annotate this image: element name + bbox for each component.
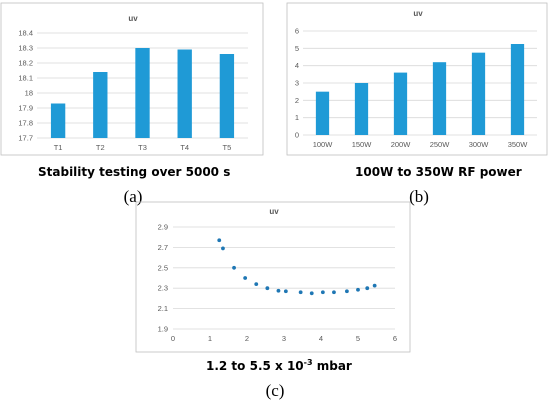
c-x-tick-label: 4: [319, 334, 323, 343]
c-point-1: [221, 246, 225, 251]
chart-b-title: uv: [413, 9, 423, 18]
chart-c-caption: 1.2 to 5.5 x 10-3 mbar: [206, 358, 352, 373]
chart-a-title: uv: [128, 14, 138, 23]
b-x-tick-label: 150W: [352, 140, 373, 149]
chart-a-frame: [0, 2, 264, 156]
b-bar-200w: [393, 72, 408, 135]
chart-b-bars: [315, 44, 525, 136]
b-bar-350w: [510, 44, 525, 135]
a-y-tick-label: 18.1: [18, 74, 33, 83]
chart-c-frame: [135, 201, 411, 353]
c-x-tick-label: 6: [393, 334, 397, 343]
b-y-tick-label: 3: [295, 79, 299, 88]
c-y-tick-label: 1.9: [158, 325, 168, 334]
c-x-tick-label: 3: [282, 334, 286, 343]
a-bar-t2: [93, 72, 108, 138]
b-y-tick-label: 4: [295, 61, 299, 70]
chart-c: uv 1.9 2.1 2.3 2.5 2.7 2.9 0 1 2 3 4 5 6: [135, 201, 411, 353]
b-bar-100w: [315, 91, 330, 135]
c-point-2: [232, 265, 236, 270]
a-bar-t1: [50, 103, 66, 138]
b-bar-300w: [471, 52, 486, 135]
b-y-tick-label: 2: [295, 96, 299, 105]
b-x-tick-label: 350W: [508, 140, 529, 149]
b-y-tick-label: 5: [295, 44, 299, 53]
a-x-tick-label: T1: [54, 143, 63, 152]
chart-b-panel-label: (b): [409, 187, 429, 206]
chart-b: uv 0 1 2 3 4 5 6 100W 150W 200W 250W 300W 350W: [286, 2, 548, 156]
chart-b-gridlines: [303, 30, 537, 136]
c-point-5: [265, 286, 270, 291]
a-y-tick-label: 18.2: [18, 59, 33, 68]
chart-a-x-ticks: T1 T2 T3 T4 T5: [54, 143, 232, 152]
chart-a-gridlines: [37, 32, 248, 139]
chart-a-caption: Stability testing over 5000 s: [38, 165, 230, 179]
chart-b-caption: 100W to 350W RF power: [355, 165, 522, 179]
chart-b-y-ticks: 0 1 2 3 4 5 6: [295, 27, 299, 140]
c-x-tick-label: 2: [245, 334, 249, 343]
b-bar-150w: [354, 83, 369, 135]
chart-a-panel-label: (a): [124, 187, 143, 206]
a-bar-t4: [177, 49, 192, 138]
c-point-4: [254, 282, 259, 287]
b-x-tick-label: 300W: [469, 140, 490, 149]
a-x-tick-label: T4: [180, 143, 189, 152]
c-point-0: [217, 238, 222, 243]
c-x-tick-label: 0: [171, 334, 175, 343]
a-bar-t5: [219, 54, 235, 138]
c-point-11: [332, 290, 336, 295]
chart-c-points: [217, 238, 377, 296]
chart-c-panel-label: (c): [266, 381, 285, 400]
c-point-8: [298, 290, 303, 295]
chart-c-caption-tail: mbar: [313, 359, 352, 373]
b-y-tick-label: 0: [295, 131, 299, 140]
c-point-13: [356, 287, 360, 292]
c-y-tick-label: 2.1: [158, 304, 168, 313]
chart-a: uv 17.7 17.8 17.9 18 18.1 18.2 18.3 18.4 T1 T2 T3…: [0, 2, 264, 156]
a-y-tick-label: 17.7: [18, 134, 33, 143]
a-x-tick-label: T3: [138, 143, 147, 152]
c-point-9: [309, 291, 314, 296]
b-bar-250w: [432, 62, 447, 136]
b-x-tick-label: 100W: [313, 140, 334, 149]
b-y-tick-label: 1: [295, 113, 299, 122]
c-point-15: [372, 283, 377, 288]
c-x-tick-label: 1: [208, 334, 212, 343]
c-point-3: [243, 276, 248, 280]
chart-a-bars: [50, 48, 235, 138]
c-x-tick-label: 5: [356, 334, 360, 343]
a-x-tick-label: T2: [96, 143, 105, 152]
c-y-tick-label: 2.3: [158, 284, 168, 293]
chart-b-frame: [286, 2, 548, 156]
c-point-7: [283, 289, 288, 294]
c-y-tick-label: 2.7: [158, 243, 168, 252]
c-point-12: [345, 289, 349, 294]
chart-c-y-ticks: 1.9 2.1 2.3 2.5 2.7 2.9: [158, 223, 168, 334]
a-x-tick-label: T5: [223, 143, 232, 152]
b-x-tick-label: 200W: [391, 140, 412, 149]
chart-b-x-ticks: 100W 150W 200W 250W 300W 350W: [313, 140, 529, 149]
c-point-14: [365, 286, 370, 291]
chart-c-caption-sup: -3: [304, 358, 313, 367]
a-y-tick-label: 18: [25, 89, 33, 98]
chart-c-gridlines: [173, 226, 395, 330]
chart-a-y-ticks: 17.7 17.8 17.9 18 18.1 18.2 18.3 18.4: [18, 29, 33, 143]
a-y-tick-label: 18.3: [18, 44, 33, 53]
b-x-tick-label: 250W: [430, 140, 451, 149]
a-y-tick-label: 17.8: [18, 119, 33, 128]
b-y-tick-label: 6: [295, 27, 299, 36]
c-point-6: [276, 288, 281, 293]
a-y-tick-label: 17.9: [18, 104, 33, 113]
c-point-10: [320, 290, 325, 295]
chart-c-title: uv: [269, 207, 279, 216]
c-y-tick-label: 2.5: [158, 263, 168, 272]
a-bar-t3: [135, 48, 150, 138]
c-y-tick-label: 2.9: [158, 223, 168, 232]
a-y-tick-label: 18.4: [18, 29, 33, 38]
chart-c-caption-main: 1.2 to 5.5 x 10: [206, 359, 304, 373]
chart-c-x-ticks: 0 1 2 3 4 5 6: [171, 334, 397, 343]
